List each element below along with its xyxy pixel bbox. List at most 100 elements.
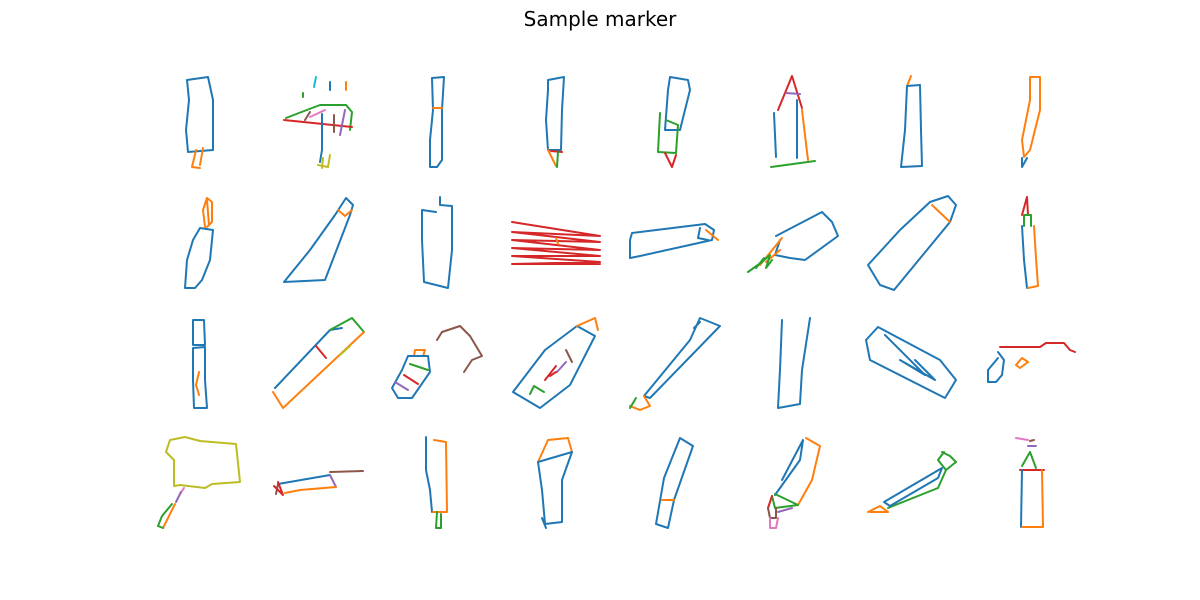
stroke [1021,196,1029,216]
stroke [1021,451,1037,469]
stroke [774,439,804,496]
stroke [655,437,694,529]
sketch-r1c8 [1021,76,1041,168]
sketch-r2c5 [629,223,719,259]
sketch-r1c1 [185,76,214,169]
stroke [797,437,821,506]
stroke [529,385,545,395]
stroke [887,451,957,509]
stroke [339,109,346,136]
sketch-r1c2 [283,76,353,169]
stroke [767,495,773,509]
stroke [906,75,912,87]
stroke [185,76,214,153]
sketch-r1c7 [900,75,923,168]
stroke [999,342,1076,353]
stroke [429,76,445,168]
stroke [319,113,323,163]
stroke [435,511,442,529]
stroke [304,111,335,133]
stroke [192,319,208,409]
stroke [777,317,811,409]
stroke [272,331,365,409]
sketch-r4c8 [1015,437,1045,528]
sketch-r1c6 [770,75,816,168]
stroke [770,160,816,168]
stroke [565,349,573,363]
stroke [1029,439,1035,442]
stroke [432,439,448,513]
stroke [767,507,777,519]
stroke [273,481,284,496]
stroke [329,474,337,488]
stroke [284,486,337,494]
stroke [747,254,773,273]
stroke [285,92,353,131]
sketch-r4c5 [655,437,694,529]
stroke [576,317,599,331]
stroke [556,361,567,373]
stroke [1021,469,1044,528]
stroke [769,517,779,529]
stroke [900,84,923,168]
stroke [545,76,565,151]
stroke [1021,76,1041,158]
stroke [774,211,839,261]
stroke [315,345,327,359]
stroke [664,76,691,131]
stroke [175,491,182,503]
stroke [771,493,799,509]
sketch-r4c7 [867,451,957,513]
figure-title: Sample marker [523,7,677,31]
stroke [643,317,721,399]
sketch-r4c2 [273,470,364,496]
stroke [987,351,1005,383]
sketch-r3c1 [192,319,208,409]
stroke [512,325,596,409]
stroke [195,371,200,396]
stroke [413,349,426,357]
stroke [1020,469,1023,528]
stroke [202,197,213,228]
stroke [157,503,173,529]
stroke [165,436,241,489]
stroke [1021,157,1028,168]
stroke [1023,214,1032,227]
sketch-r4c6 [767,437,821,529]
stroke [394,381,409,391]
stroke [184,227,214,289]
stroke [511,221,601,265]
sketch-r2c2 [283,197,354,283]
sketch-r4c4 [537,437,573,529]
sketch-r3c6 [777,317,811,409]
stroke [867,505,889,513]
sketch-r1c3 [429,76,445,168]
stroke [421,196,453,289]
stroke [191,147,204,169]
sketch-r3c5 [629,317,721,411]
stroke [1015,437,1029,441]
stroke [785,92,801,95]
stroke [773,99,798,159]
stroke [865,326,957,399]
stroke [547,149,557,167]
sketch-r2c4 [511,221,601,265]
stroke [544,365,557,381]
stroke [664,152,677,168]
stroke [283,119,353,128]
stroke [277,474,331,485]
sketch-r3c7 [865,326,957,399]
stroke [162,503,176,529]
stroke [409,363,429,371]
stroke [274,327,343,389]
stroke [777,507,793,513]
stroke [391,355,431,399]
stroke [537,451,573,529]
stroke [337,209,353,217]
stroke [317,154,331,169]
sketch-r2c3 [421,196,453,289]
sketch-r4c1 [157,436,241,529]
sketch-r3c4 [512,317,599,409]
stroke [629,395,651,411]
